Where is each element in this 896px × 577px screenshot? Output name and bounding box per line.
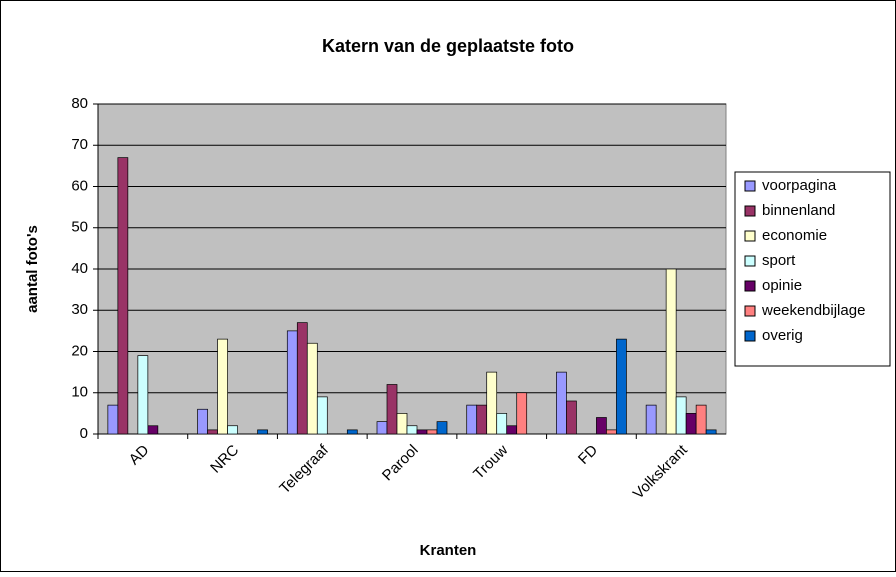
legend-label: weekendbijlage [761,302,865,319]
y-tick-label: 40 [71,260,88,277]
chart-title: Katern van de geplaatste foto [322,36,574,56]
bar [227,425,238,435]
bar [117,157,129,435]
bar [137,355,149,435]
bar [316,396,328,435]
legend-swatch [744,305,756,317]
bar [705,429,717,435]
bar [566,400,577,435]
legend-label: voorpagina [762,177,837,194]
y-tick-label: 30 [71,301,88,318]
y-tick-label: 0 [80,425,88,442]
bar [296,322,308,435]
bar [466,404,478,435]
bar [496,413,508,435]
bar [685,413,697,435]
y-tick-label: 80 [71,95,88,112]
legend-label: economie [762,227,827,244]
y-tick-label: 60 [71,177,88,194]
bar [645,404,657,435]
bar [257,429,268,435]
bar [207,429,218,435]
bar [476,404,488,435]
bar [406,425,418,435]
y-tick-label: 70 [71,136,88,153]
bar [107,404,119,435]
legend-label: binnenland [762,202,835,219]
bar [416,429,428,435]
bar [436,421,448,435]
bar [486,371,498,435]
bar [286,330,298,435]
bar [616,338,627,435]
y-tick-label: 20 [71,342,88,359]
legend-label: overig [762,327,803,344]
y-axis-label: aantal foto's [24,225,41,313]
bar [506,425,518,435]
legend-swatch [744,180,756,192]
bar [217,338,228,435]
y-tick-label: 50 [71,219,88,236]
bar [396,413,408,435]
bar [426,429,438,435]
legend-box [734,171,891,367]
legend-swatch [744,280,756,292]
bar [596,417,607,435]
x-axis-label: Kranten [420,542,477,559]
bar [516,392,528,435]
y-tick-label: 10 [71,384,88,401]
legend-label: opinie [762,277,802,294]
bar [376,421,388,435]
bar [665,268,677,435]
bar [386,384,398,435]
legend-label: sport [762,252,796,269]
bar [306,342,318,435]
bar [346,429,358,435]
bar [147,425,159,435]
bar [675,396,687,435]
bar [197,408,208,435]
bar [606,429,617,435]
legend-swatch [744,255,756,267]
legend-swatch [744,205,756,217]
legend-swatch [744,230,756,242]
legend-swatch [744,330,756,342]
bar [556,371,567,435]
bar [695,404,707,435]
